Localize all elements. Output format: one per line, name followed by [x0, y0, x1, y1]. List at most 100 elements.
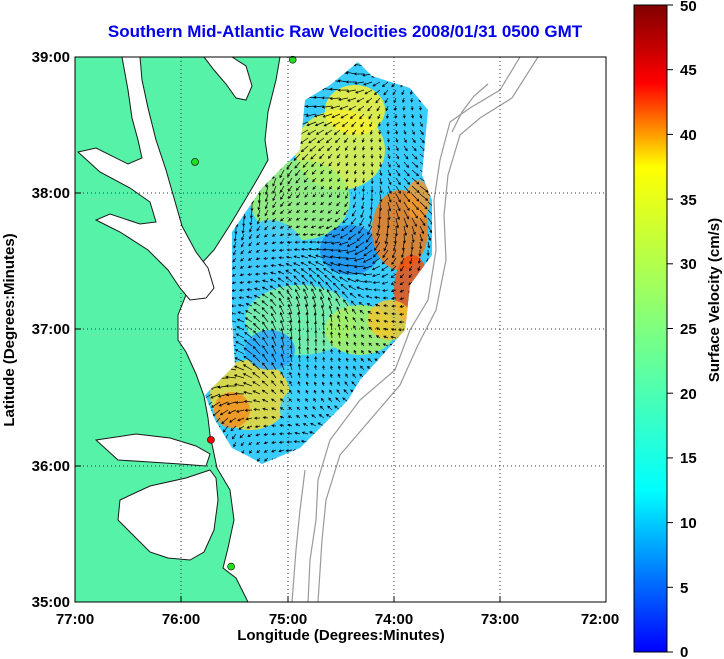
velocity-arrow	[383, 319, 389, 323]
velocity-arrow	[303, 177, 309, 183]
velocity-arrow	[294, 431, 301, 435]
velocity-arrow	[323, 121, 333, 127]
velocity-arrow	[332, 121, 341, 127]
velocity-arrow	[368, 342, 373, 347]
velocity-arrow	[307, 129, 317, 135]
velocity-arrow	[355, 241, 365, 249]
velocity-arrow	[329, 185, 333, 190]
velocity-arrow	[329, 313, 333, 323]
velocity-arrow	[235, 341, 245, 347]
velocity-arrow	[287, 415, 293, 419]
velocity-arrow	[321, 96, 333, 100]
velocity-arrow	[252, 381, 261, 387]
velocity-arrow	[294, 161, 301, 169]
velocity-arrow	[261, 279, 269, 283]
velocity-arrow	[382, 296, 388, 300]
velocity-arrow	[295, 177, 301, 184]
velocity-arrow	[381, 265, 389, 271]
velocity-arrow	[395, 145, 399, 152]
velocity-arrow	[378, 153, 382, 159]
velocity-arrow	[328, 193, 333, 198]
velocity-arrow	[385, 105, 389, 112]
velocity-arrow	[419, 201, 428, 210]
velocity-arrow	[252, 363, 261, 371]
velocity-arrow	[343, 209, 349, 216]
velocity-arrow	[240, 241, 245, 248]
velocity-arrow	[368, 217, 373, 228]
velocity-arrow	[298, 336, 302, 347]
velocity-arrow	[363, 249, 373, 257]
velocity-arrow	[361, 129, 365, 136]
velocity-arrow	[320, 201, 325, 206]
velocity-arrow	[287, 303, 293, 315]
velocity-arrow	[345, 193, 349, 199]
velocity-arrow	[322, 373, 325, 379]
velocity-arrow	[314, 347, 318, 355]
velocity-arrow	[346, 89, 357, 93]
velocity-arrow	[337, 365, 341, 371]
velocity-arrow	[379, 201, 383, 212]
velocity-arrow	[287, 423, 293, 427]
delaware-bay	[203, 57, 253, 101]
velocity-arrow	[419, 129, 424, 136]
velocity-arrow	[345, 270, 357, 275]
velocity-arrow	[360, 317, 365, 323]
velocity-arrow	[352, 201, 357, 209]
velocity-arrow	[364, 241, 373, 250]
velocity-arrow	[253, 287, 261, 291]
velocity-arrow	[252, 346, 261, 355]
velocity-arrow	[395, 193, 401, 203]
velocity-arrow	[387, 185, 392, 194]
velocity-arrow	[368, 326, 373, 331]
velocity-arrow	[379, 193, 383, 203]
velocity-arrow	[315, 129, 325, 135]
velocity-arrow	[271, 233, 277, 237]
map-plot-area	[74, 55, 607, 603]
colorbar-tick-label: 25	[680, 321, 697, 338]
velocity-arrow	[379, 161, 383, 168]
velocity-arrow	[272, 225, 277, 230]
velocity-arrow	[314, 355, 318, 363]
velocity-arrow	[399, 312, 405, 316]
velocity-arrow	[242, 382, 253, 387]
velocity-arrow	[331, 275, 341, 283]
velocity-arrow	[403, 169, 410, 177]
velocity-arrow	[271, 389, 277, 395]
velocity-arrow	[254, 272, 261, 276]
velocity-arrow	[312, 193, 317, 198]
velocity-arrow	[300, 261, 309, 267]
velocity-arrow	[289, 327, 293, 339]
velocity-arrow	[234, 357, 245, 363]
velocity-arrow	[231, 433, 237, 440]
velocity-arrow	[308, 240, 317, 244]
velocity-arrow	[314, 338, 318, 347]
velocity-arrow	[318, 145, 325, 152]
velocity-arrow	[253, 330, 261, 339]
velocity-arrow	[349, 113, 357, 119]
velocity-arrow	[314, 364, 318, 371]
velocity-arrow	[280, 327, 285, 339]
velocity-arrow	[271, 441, 277, 444]
velocity-arrow	[327, 153, 333, 159]
velocity-arrow	[333, 129, 341, 135]
velocity-arrow	[330, 241, 341, 245]
speed-patch	[325, 85, 385, 135]
velocity-arrow	[353, 341, 357, 347]
velocity-arrow	[262, 416, 269, 420]
velocity-arrow	[411, 153, 418, 160]
velocity-arrow	[271, 241, 277, 245]
velocity-arrow	[271, 380, 277, 387]
velocity-arrow	[279, 432, 285, 436]
velocity-arrow	[322, 261, 333, 267]
velocity-arrow	[382, 249, 389, 259]
velocity-arrow	[386, 113, 389, 120]
velocity-arrow	[361, 193, 365, 201]
velocity-arrow	[360, 121, 365, 128]
velocity-arrow	[394, 105, 397, 112]
velocity-arrow	[329, 97, 341, 101]
velocity-arrow	[289, 380, 293, 387]
colorbar-tick-label: 50	[680, 0, 697, 15]
velocity-arrow	[321, 389, 325, 395]
land-mass	[75, 57, 281, 602]
velocity-arrow	[386, 129, 390, 135]
